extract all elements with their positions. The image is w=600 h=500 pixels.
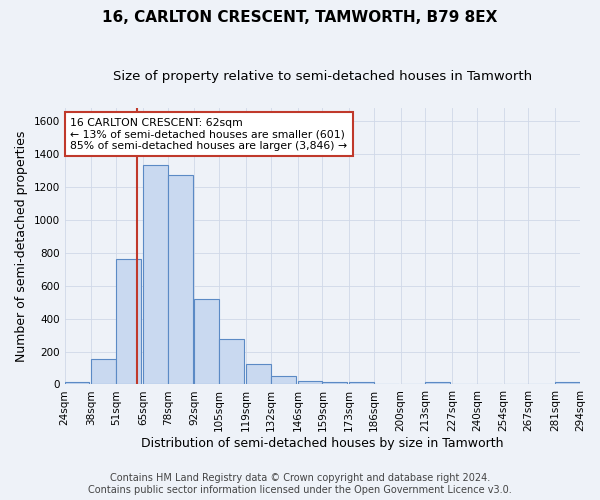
Bar [349, 382, 374, 384]
Bar [271, 376, 296, 384]
X-axis label: Distribution of semi-detached houses by size in Tamworth: Distribution of semi-detached houses by … [141, 437, 503, 450]
Bar [65, 382, 89, 384]
Bar [555, 382, 580, 384]
Bar [322, 382, 347, 384]
Bar [219, 338, 244, 384]
Y-axis label: Number of semi-detached properties: Number of semi-detached properties [15, 130, 28, 362]
Bar [246, 364, 271, 384]
Text: Contains HM Land Registry data © Crown copyright and database right 2024.
Contai: Contains HM Land Registry data © Crown c… [88, 474, 512, 495]
Bar [116, 260, 141, 384]
Bar [425, 382, 450, 384]
Bar [168, 176, 193, 384]
Bar [194, 299, 219, 384]
Bar [298, 381, 322, 384]
Bar [91, 360, 116, 384]
Text: 16 CARLTON CRESCENT: 62sqm
← 13% of semi-detached houses are smaller (601)
85% o: 16 CARLTON CRESCENT: 62sqm ← 13% of semi… [70, 118, 347, 151]
Title: Size of property relative to semi-detached houses in Tamworth: Size of property relative to semi-detach… [113, 70, 532, 83]
Text: 16, CARLTON CRESCENT, TAMWORTH, B79 8EX: 16, CARLTON CRESCENT, TAMWORTH, B79 8EX [103, 10, 497, 25]
Bar [143, 166, 168, 384]
